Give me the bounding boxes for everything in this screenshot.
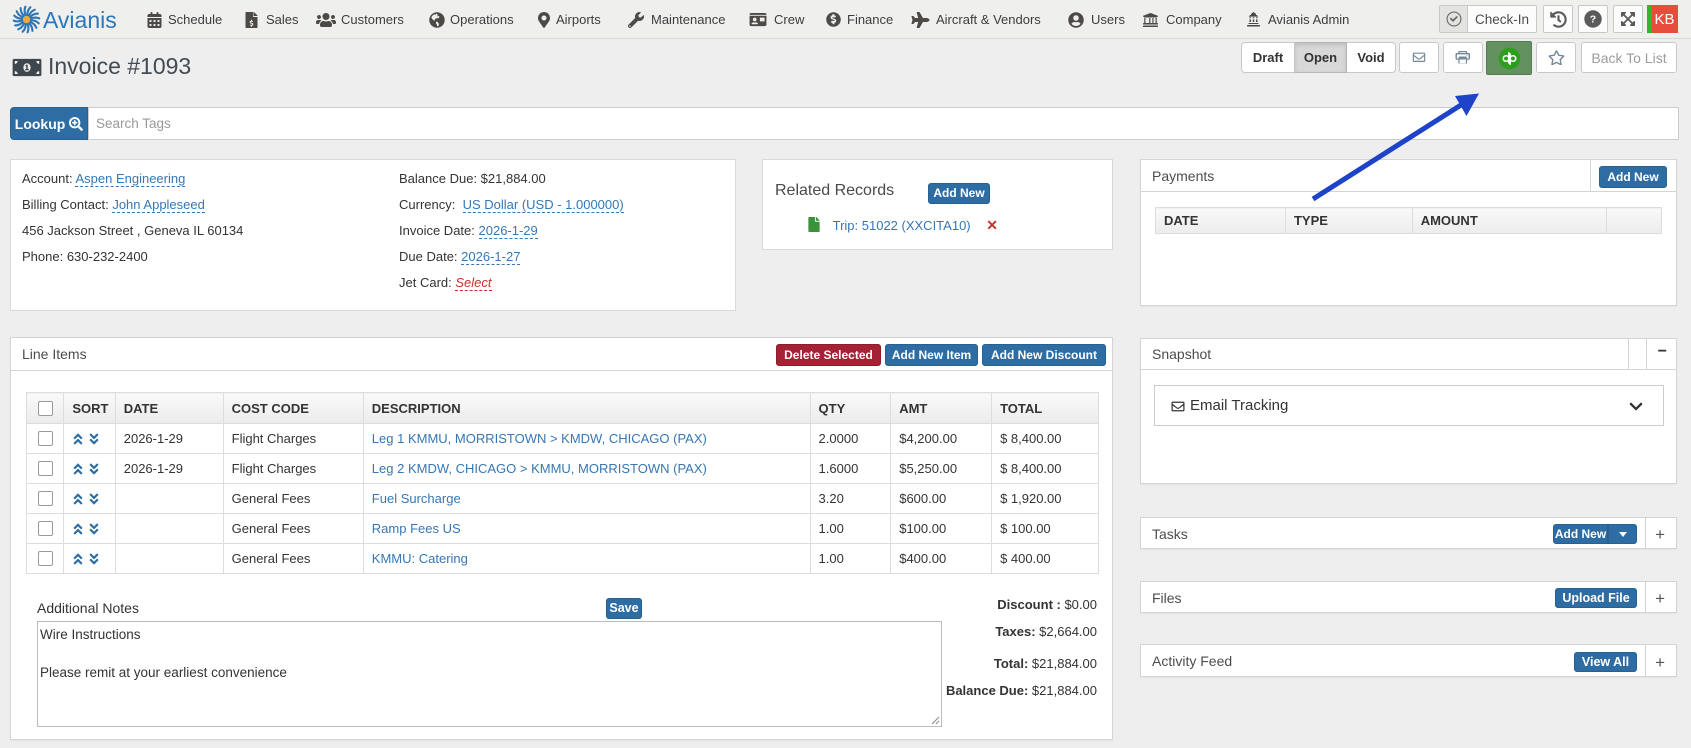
- svg-text:?: ?: [1590, 13, 1596, 25]
